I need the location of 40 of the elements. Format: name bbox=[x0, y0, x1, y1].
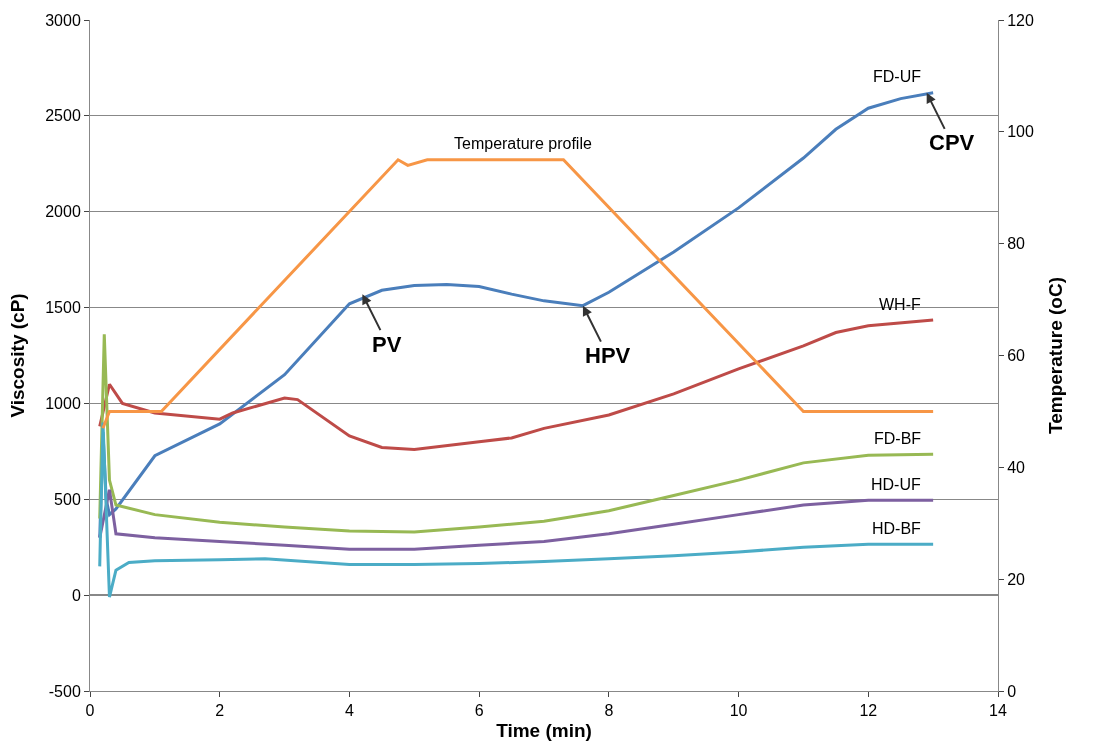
series-label: FD-UF bbox=[873, 68, 922, 85]
annotation: PV bbox=[372, 332, 402, 357]
line-series bbox=[98, 332, 935, 534]
series-label: HD-BF bbox=[872, 520, 922, 537]
line-series bbox=[98, 488, 935, 551]
y2-tick-label: 120 bbox=[1007, 11, 1034, 29]
y2-tick-label: 100 bbox=[1007, 123, 1034, 141]
series-label: WH-F bbox=[879, 296, 921, 313]
x-tick-label: 8 bbox=[604, 702, 614, 720]
x-tick-label: 6 bbox=[474, 702, 484, 720]
y-tick-label: 3000 bbox=[45, 11, 81, 29]
line-series bbox=[101, 158, 935, 430]
annotation: HPV bbox=[585, 343, 631, 368]
x-tick-label: 0 bbox=[85, 702, 95, 720]
line-series bbox=[98, 318, 935, 451]
y2-tick-label: 40 bbox=[1007, 458, 1026, 476]
series-label: Temperature profile bbox=[454, 135, 592, 152]
annotation: CPV bbox=[929, 130, 975, 155]
y2-tick-label: 60 bbox=[1007, 347, 1026, 365]
x-axis-title: Time (min) bbox=[496, 720, 592, 741]
line-series bbox=[98, 421, 935, 599]
y-tick-label: 2000 bbox=[45, 203, 81, 221]
y-axis-title: Viscosity (cP) bbox=[7, 293, 29, 418]
y2-tick-label: 0 bbox=[1007, 682, 1017, 700]
y-tick-label: 500 bbox=[54, 490, 81, 508]
x-tick-label: 14 bbox=[989, 702, 1007, 720]
x-tick-label: 10 bbox=[729, 702, 748, 720]
y2-axis-title: Temperature (oC) bbox=[1044, 277, 1066, 434]
y-tick-label: -500 bbox=[48, 682, 81, 700]
y-tick-label: 1500 bbox=[45, 299, 81, 317]
series-label: HD-UF bbox=[871, 476, 921, 493]
x-tick-label: 4 bbox=[344, 702, 354, 720]
y-tick-label: 2500 bbox=[45, 107, 81, 125]
y2-tick-label: 20 bbox=[1007, 570, 1026, 588]
series-label: FD-BF bbox=[874, 430, 922, 447]
y-tick-label: 0 bbox=[71, 586, 81, 604]
x-tick-label: 2 bbox=[215, 702, 225, 720]
x-tick-label: 12 bbox=[859, 702, 878, 720]
y-tick-label: 1000 bbox=[45, 395, 81, 413]
y2-tick-label: 80 bbox=[1007, 235, 1026, 253]
